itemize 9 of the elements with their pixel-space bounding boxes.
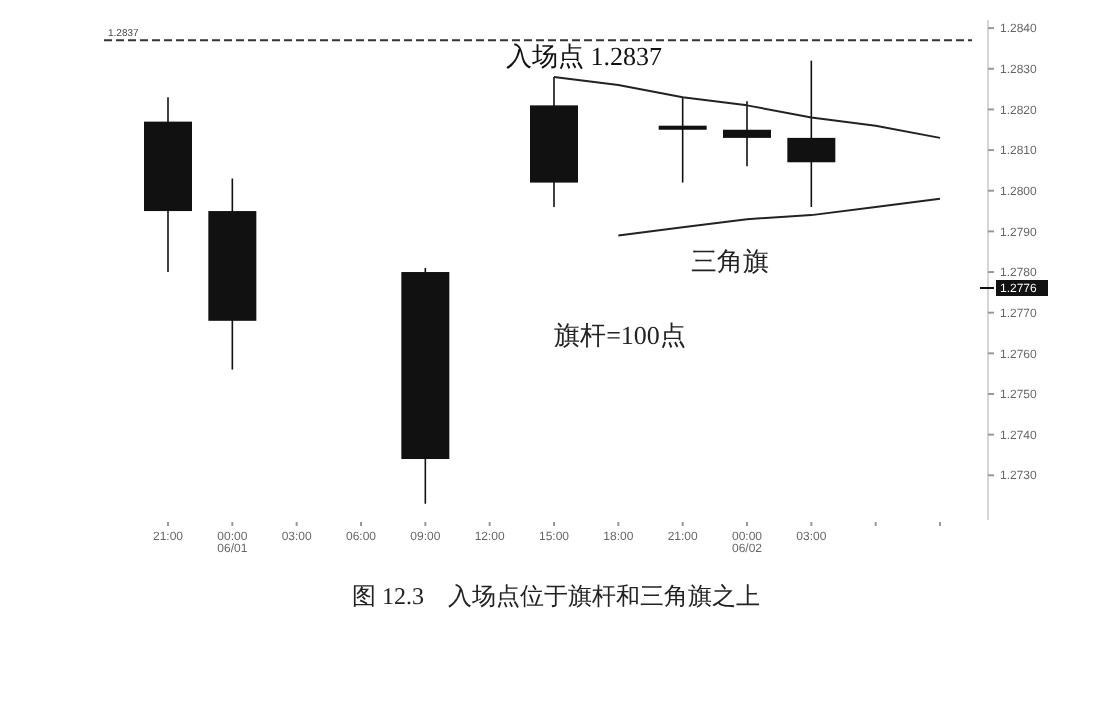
candlestick <box>658 96 707 184</box>
candlestick <box>787 59 836 208</box>
candlestick <box>723 100 771 168</box>
line-series <box>553 75 941 139</box>
annotation: 旗杆=100点 <box>554 320 686 350</box>
caption: 图 12.3 入场点位于旗杆和三角旗之上 <box>352 582 760 610</box>
annotation: 三角旗 <box>691 246 769 276</box>
line-series <box>617 197 941 237</box>
annotation: 入场点 1.2837 <box>506 40 663 71</box>
